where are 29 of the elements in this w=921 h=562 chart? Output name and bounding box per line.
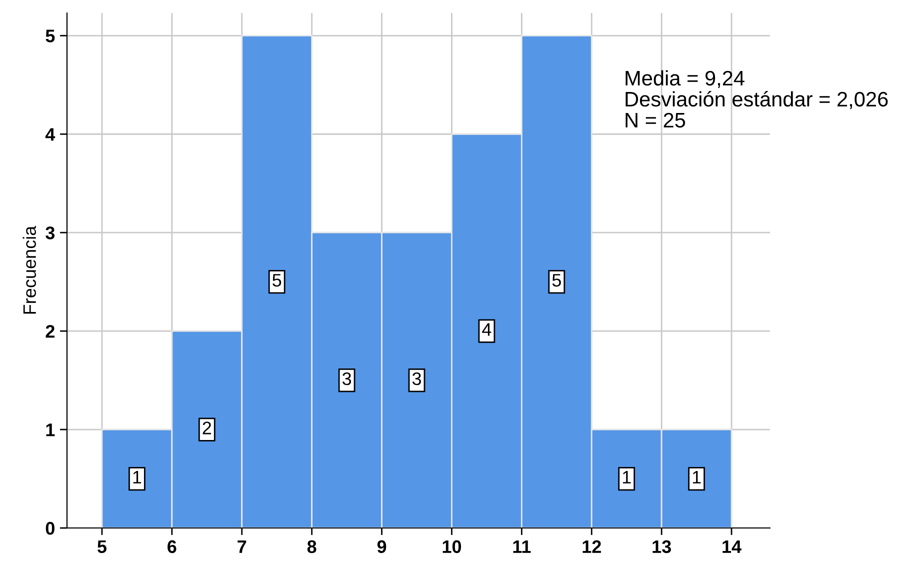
annotation: Desviación estándar = 2,026 (626, 91, 888, 110)
data-label: 2 (202, 422, 212, 434)
data-label: 1 (622, 471, 631, 484)
annotation: Media = 9,24 (626, 70, 744, 88)
y-tick-label: 5 (46, 30, 55, 42)
data-label: 5 (272, 274, 282, 287)
x-tick-label: 12 (582, 540, 601, 553)
y-tick-label: 1 (46, 424, 55, 436)
data-label: 1 (133, 471, 142, 484)
y-tick-label: 0 (46, 522, 54, 535)
x-tick-label: 13 (652, 540, 671, 554)
y-tick-label: 3 (46, 226, 55, 240)
x-tick-label: 10 (442, 540, 462, 554)
data-label: 1 (692, 471, 701, 484)
y-axis-title: Frecuencia (22, 226, 36, 314)
x-tick-label: 14 (722, 540, 742, 553)
annotation: N = 25 (626, 112, 686, 128)
x-tick-label: 8 (307, 540, 316, 554)
data-label: 5 (552, 274, 561, 287)
x-tick-label: 9 (377, 540, 386, 554)
x-tick-label: 11 (513, 540, 531, 553)
x-tick-label: 6 (168, 540, 176, 554)
data-label: 3 (342, 372, 352, 386)
data-label: 4 (482, 323, 492, 336)
y-tick-label: 2 (46, 324, 54, 338)
data-label: 3 (412, 372, 421, 386)
x-tick-label: 5 (98, 540, 106, 554)
y-tick-label: 4 (45, 128, 56, 141)
x-tick-label: 7 (238, 540, 246, 553)
